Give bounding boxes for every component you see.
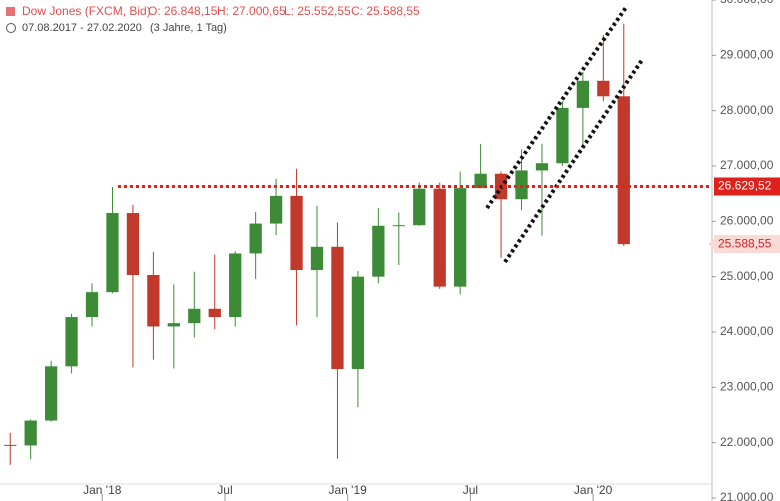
date-range: 07.08.2017 - 27.02.2020 [22, 22, 142, 34]
candle-body [372, 225, 385, 277]
candle-body [85, 292, 99, 318]
resistance-label-bg [714, 177, 780, 196]
y-tick-label: 22.000,00 [720, 435, 774, 449]
period: (3 Jahre, 1 Tag) [150, 22, 227, 34]
candle-body [310, 246, 324, 271]
y-tick-label: 24.000,00 [720, 324, 774, 338]
candle-body [331, 246, 344, 370]
candle-body [249, 223, 262, 254]
header-low: L: 25.552,55 [284, 4, 351, 18]
y-tick-label: 25.000,00 [720, 269, 774, 283]
candle-body [269, 195, 283, 224]
y-tick-label: 28.000,00 [720, 103, 774, 117]
candle-body [351, 276, 365, 370]
candle-body [188, 308, 201, 324]
candle-body [126, 213, 140, 276]
plot-area [4, 23, 630, 465]
channel-upper [485, 4, 629, 210]
candle-body [556, 107, 569, 164]
candle-body [290, 195, 303, 271]
clock-icon [6, 23, 16, 33]
candle-body [392, 225, 405, 227]
candle-body [433, 188, 446, 287]
resistance-label: 26.629,52 [718, 179, 772, 193]
candle-body [454, 188, 467, 287]
candle-body [147, 275, 160, 327]
x-tick-label: Jan '18 [83, 483, 122, 497]
candle-body [576, 80, 590, 108]
y-tick-label: 26.000,00 [720, 214, 774, 228]
series-icon [6, 7, 15, 16]
x-tick-label: Jan '19 [329, 483, 368, 497]
channel-lower [503, 58, 644, 264]
candle-body [208, 308, 221, 318]
y-tick-label: 23.000,00 [720, 380, 774, 394]
y-tick-label: 21.000,00 [720, 490, 774, 501]
candle-body [24, 420, 37, 446]
x-tick-label: Jul [463, 483, 478, 497]
candle-body [106, 213, 119, 293]
candle-body [535, 163, 549, 171]
candle-body [167, 323, 180, 327]
y-tick-label: 27.000,00 [720, 158, 774, 172]
y-tick-label: 29.000,00 [720, 48, 774, 62]
candle-body [413, 188, 426, 226]
candle-body [44, 366, 58, 421]
header-high: H: 27.000,65 [217, 4, 286, 18]
candle-body [474, 173, 487, 189]
title: Dow Jones (FXCM, Bid) [22, 4, 151, 18]
last-price-label-bg [714, 235, 780, 254]
candle-body [229, 253, 242, 318]
last-price-pointer [708, 239, 714, 250]
candle-body [4, 444, 17, 446]
y-tick-label: 30.000,00 [720, 0, 774, 6]
header: Dow Jones (FXCM, Bid) O: 26.848,15 H: 27… [6, 4, 420, 34]
header-close: C: 25.588,55 [351, 4, 420, 18]
x-tick-label: Jul [217, 483, 232, 497]
header-open: O: 26.848,15 [148, 4, 218, 18]
candle-body [65, 317, 78, 367]
candle-body [617, 96, 630, 245]
candle-body [515, 170, 528, 200]
last-price-label: 25.588,55 [718, 236, 772, 250]
x-tick-label: Jan '20 [574, 483, 613, 497]
candle-body [597, 80, 610, 97]
